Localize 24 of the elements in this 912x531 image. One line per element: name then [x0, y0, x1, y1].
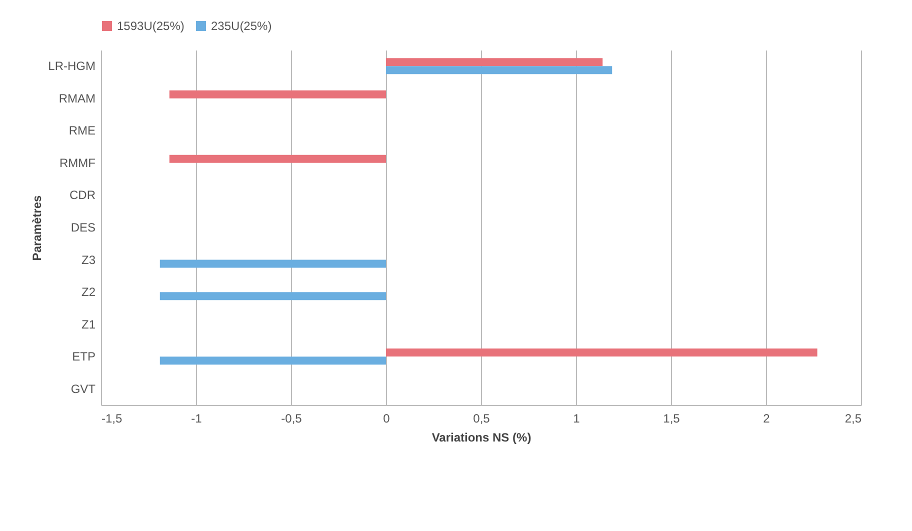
y-tick-label: LR-HGM — [48, 59, 96, 74]
y-tick-label: Z2 — [81, 285, 96, 300]
y-tick-label: GVT — [70, 382, 96, 396]
y-tick-label: RME — [68, 124, 96, 138]
x-tick-label: 0 — [383, 412, 390, 426]
x-tick-label: 0,5 — [473, 412, 490, 426]
x-tick-label: 2,5 — [844, 412, 862, 426]
legend-label: 235U(25%) — [211, 19, 272, 33]
y-tick-label: Z1 — [81, 317, 96, 332]
x-tick-label: 2 — [763, 412, 770, 426]
legend-label: 1593U(25%) — [117, 19, 184, 33]
x-tick-label: 1,5 — [663, 412, 680, 426]
x-tick-label: -1 — [191, 412, 202, 426]
y-tick-label: RMMF — [60, 156, 96, 170]
y-tick-label: CDR — [70, 188, 96, 202]
y-tick-label: Z3 — [81, 252, 96, 267]
y-axis-title: Paramètres — [30, 194, 44, 261]
x-tick-label: -1,5 — [102, 412, 123, 426]
y-tick-label: DES — [70, 220, 96, 234]
x-tick-label: 1 — [573, 412, 580, 426]
y-tick-label: ETP — [72, 350, 96, 364]
x-tick-label: -0,5 — [281, 412, 302, 426]
x-axis-title: Variations NS (%) — [432, 430, 532, 444]
y-tick-label: RMAM — [58, 91, 96, 106]
